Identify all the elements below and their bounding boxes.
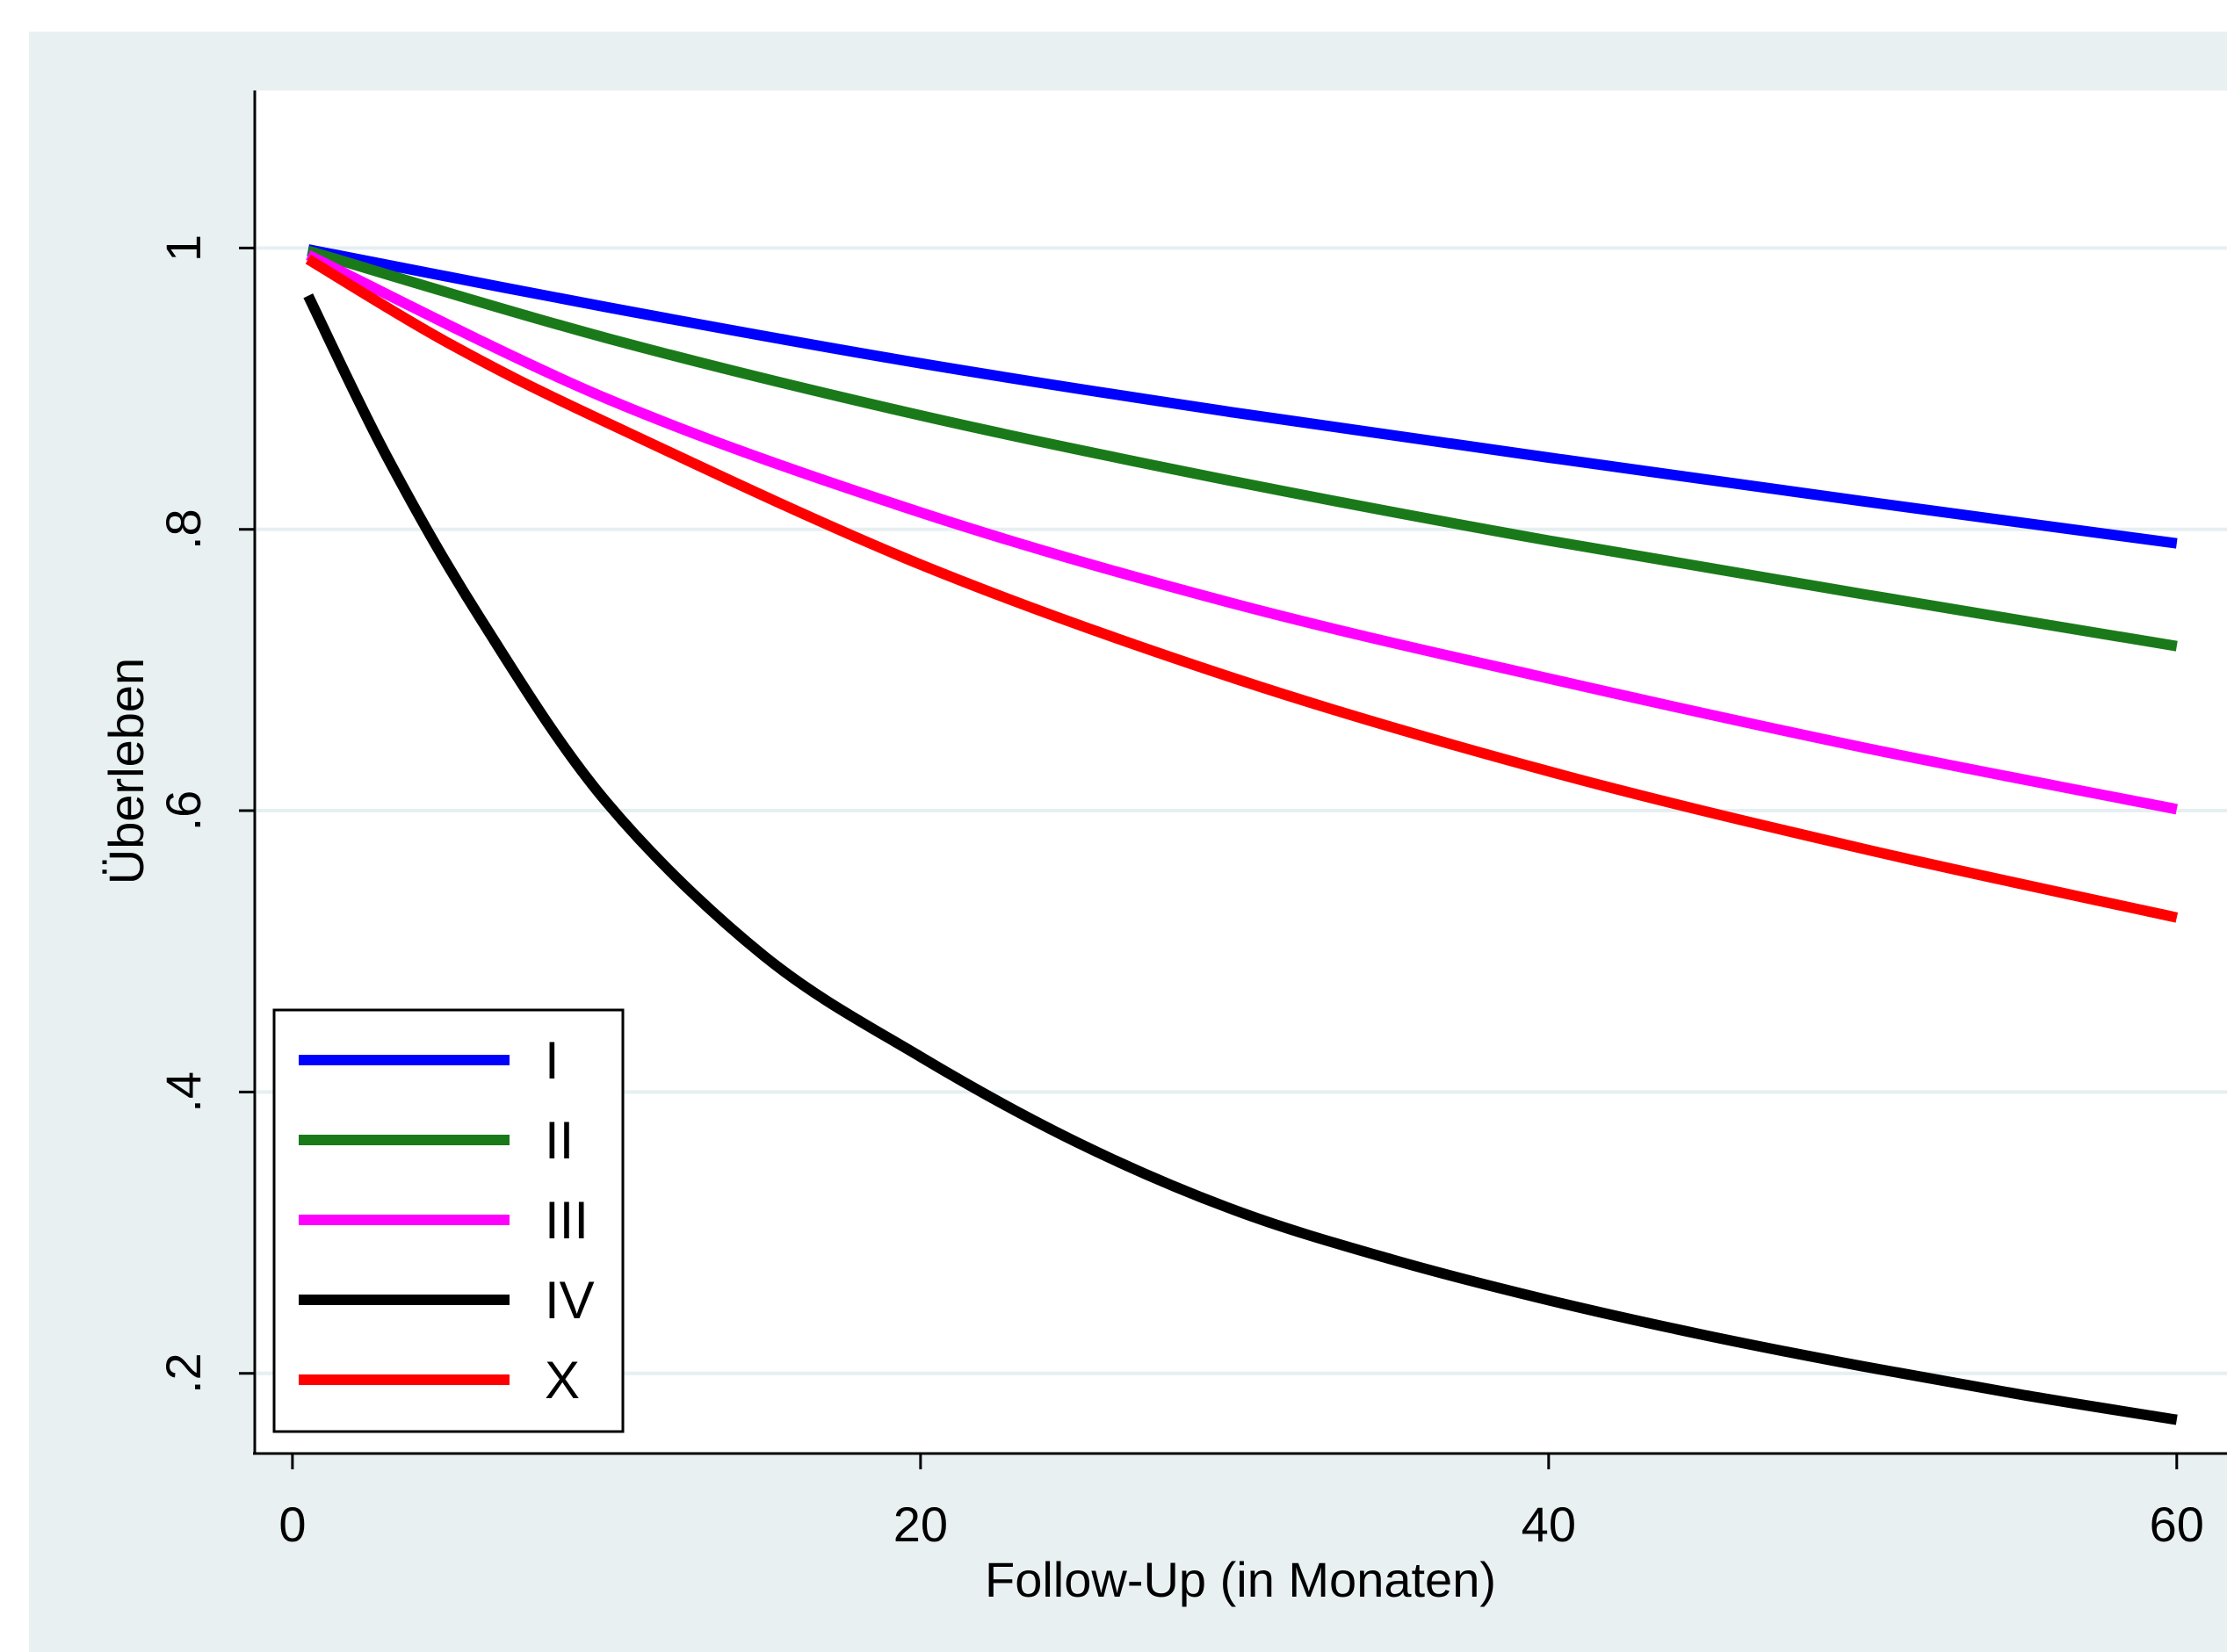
y-tick-label-3: .8 xyxy=(155,509,211,550)
x-tick-label-0: 0 xyxy=(278,1497,306,1552)
y-tick-label-0: .2 xyxy=(155,1353,211,1394)
x-axis-title: Follow-Up (in Monaten) xyxy=(985,1552,1496,1607)
series-line-iii xyxy=(306,249,2178,815)
legend-label-iii: III xyxy=(545,1191,589,1250)
legend-label-x: X xyxy=(545,1351,580,1410)
series-line-i xyxy=(307,244,2178,549)
legend-label-iv: IV xyxy=(545,1271,595,1330)
series-lines xyxy=(303,244,2179,1425)
x-tick-label-2: 40 xyxy=(1522,1497,1576,1552)
axis-ticks: .2 .4 .6 .8 1 0 20 40 60 xyxy=(155,234,2204,1552)
legend-label-ii: II xyxy=(545,1111,574,1170)
series-line-ii xyxy=(307,245,2178,652)
x-tick-label-1: 20 xyxy=(893,1497,948,1552)
series-line-x xyxy=(305,255,2179,923)
y-tick-label-2: .6 xyxy=(155,790,211,832)
x-tick-label-3: 60 xyxy=(2150,1497,2204,1552)
legend-label-i: I xyxy=(545,1031,560,1090)
y-axis-title: Überleben xyxy=(98,658,154,884)
y-tick-label-1: .4 xyxy=(155,1071,211,1113)
y-tick-label-4: 1 xyxy=(155,234,211,262)
series-line-iv xyxy=(303,293,2178,1425)
